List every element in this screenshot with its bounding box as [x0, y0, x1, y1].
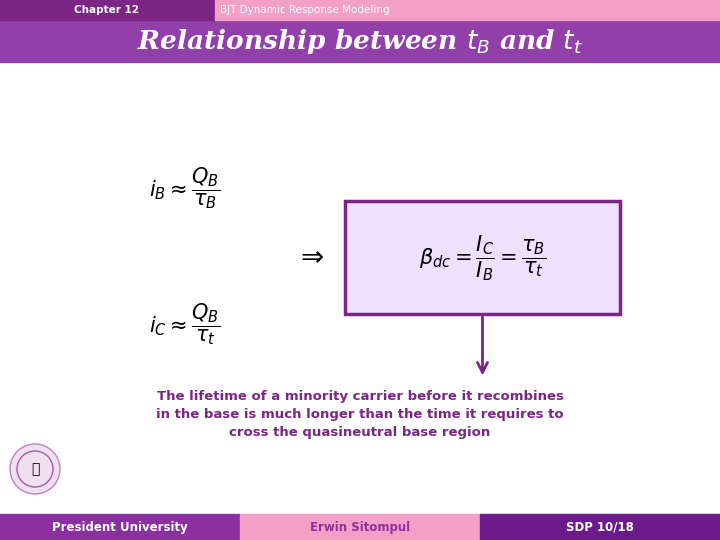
Bar — [480, 514, 720, 540]
Text: BJT Dynamic Response Modeling: BJT Dynamic Response Modeling — [220, 5, 390, 15]
Text: Relationship between $t_B$ and $t_t$: Relationship between $t_B$ and $t_t$ — [137, 26, 583, 56]
Circle shape — [10, 444, 60, 494]
Text: cross the quasineutral base region: cross the quasineutral base region — [230, 426, 490, 439]
Text: $i_C \approx \dfrac{Q_B}{\tau_t}$: $i_C \approx \dfrac{Q_B}{\tau_t}$ — [149, 301, 220, 347]
Bar — [345, 201, 620, 314]
Text: 🏛: 🏛 — [31, 462, 39, 476]
Text: in the base is much longer than the time it requires to: in the base is much longer than the time… — [156, 408, 564, 421]
Bar — [215, 0, 720, 20]
Bar — [0, 20, 720, 62]
Bar — [0, 514, 240, 540]
Text: SDP 10/18: SDP 10/18 — [566, 521, 634, 534]
Text: $\beta_{dc} = \dfrac{I_C}{I_B} = \dfrac{\tau_B}{\tau_t}$: $\beta_{dc} = \dfrac{I_C}{I_B} = \dfrac{… — [419, 233, 546, 283]
Text: President University: President University — [52, 521, 188, 534]
Text: Chapter 12: Chapter 12 — [74, 5, 140, 15]
Text: The lifetime of a minority carrier before it recombines: The lifetime of a minority carrier befor… — [156, 390, 564, 403]
Text: $\Rightarrow$: $\Rightarrow$ — [295, 242, 325, 271]
Bar — [0, 0, 215, 20]
Text: Erwin Sitompul: Erwin Sitompul — [310, 521, 410, 534]
Bar — [240, 514, 480, 540]
Text: $i_B \approx \dfrac{Q_B}{\tau_B}$: $i_B \approx \dfrac{Q_B}{\tau_B}$ — [150, 166, 220, 212]
